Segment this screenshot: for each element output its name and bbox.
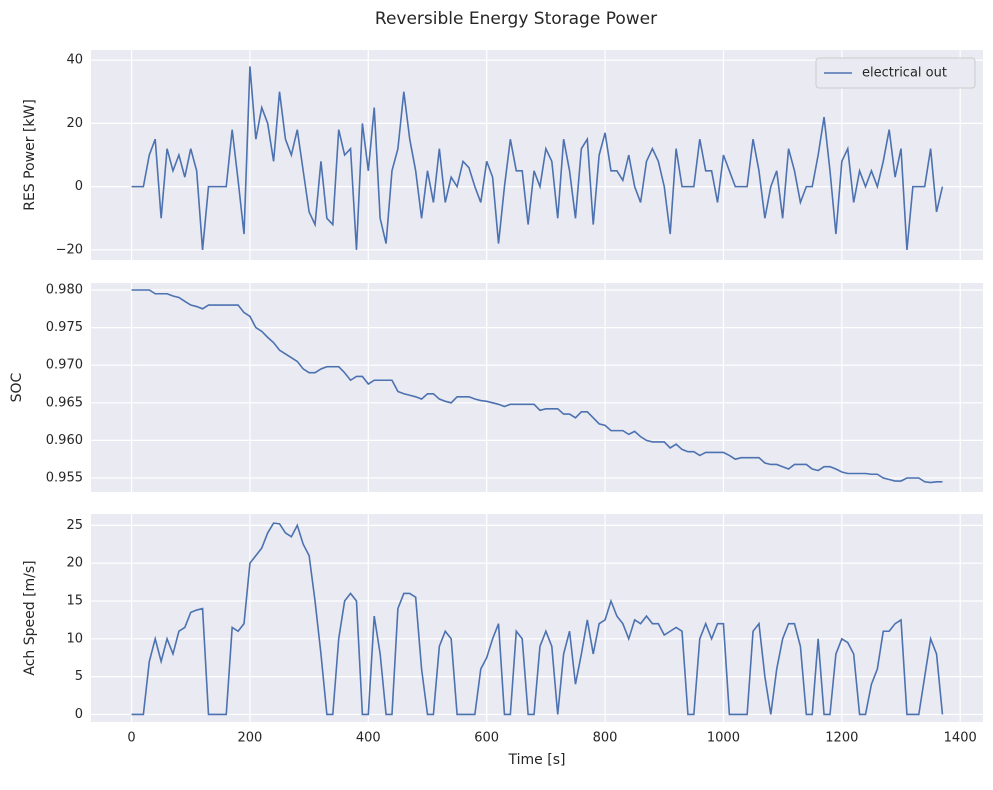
plot-area	[91, 283, 983, 492]
y-tick-label: 0.970	[46, 358, 83, 373]
data-line	[131, 66, 944, 250]
y-tick-label: −20	[56, 242, 83, 257]
y-tick-label: 15	[66, 593, 83, 608]
y-tick-label: 25	[66, 518, 83, 533]
data-line	[131, 522, 944, 716]
x-tick-label: 1200	[825, 731, 858, 746]
x-tick-label: 0	[127, 731, 135, 746]
y-tick-label: 10	[66, 631, 83, 646]
y-tick-label: 0.960	[46, 433, 83, 448]
y-tick-label: 20	[66, 116, 83, 131]
x-tick-label: 200	[238, 731, 263, 746]
y-tick-label: 0.980	[46, 282, 83, 297]
x-tick-label: 800	[593, 731, 618, 746]
x-tick-label: 1400	[944, 731, 977, 746]
x-axis-label: Time [s]	[508, 752, 566, 768]
y-tick-label: 0.975	[46, 320, 83, 335]
y-tick-label: 20	[66, 556, 83, 571]
legend-label: electrical out	[862, 66, 947, 81]
y-axis-label: RES Power [kW]	[22, 99, 38, 211]
figure-title: Reversible Energy Storage Power	[375, 9, 657, 29]
x-tick-label: 600	[474, 731, 499, 746]
y-axis-label: Ach Speed [m/s]	[22, 560, 38, 675]
y-tick-label: 5	[75, 669, 83, 684]
x-tick-label: 1000	[707, 731, 740, 746]
y-tick-label: 0	[75, 179, 83, 194]
y-tick-label: 0.965	[46, 395, 83, 410]
data-line	[131, 289, 943, 484]
plot-area	[91, 514, 983, 722]
y-tick-label: 0	[75, 707, 83, 722]
y-tick-label: 40	[66, 53, 83, 68]
y-tick-label: 0.955	[46, 471, 83, 486]
x-tick-label: 400	[356, 731, 381, 746]
y-axis-label: SOC	[9, 372, 25, 402]
legend-box	[815, 57, 976, 89]
